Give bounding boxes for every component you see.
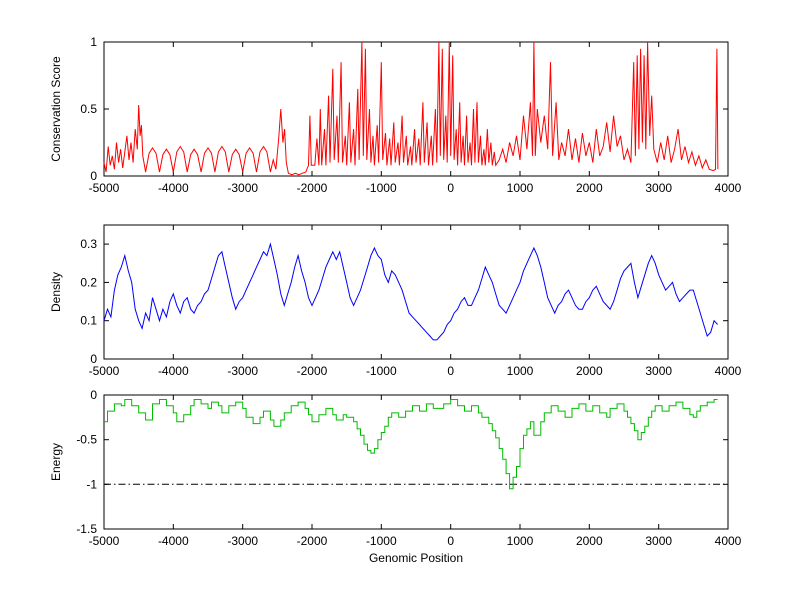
axes-box <box>103 224 729 360</box>
x-tick-label: -2000 <box>297 181 328 195</box>
x-tick-label: 2000 <box>576 181 603 195</box>
x-tick-label: -5000 <box>89 364 120 378</box>
subplot-density: -5000 -4000 -3000 -2000 -1000 0 1000 2000 3000 40… <box>49 224 742 378</box>
y-tick-label: 0 <box>90 169 97 183</box>
y-tick-label: -1 <box>86 477 97 491</box>
x-tick-label: 0 <box>447 181 454 195</box>
x-tick-label: 0 <box>447 534 454 548</box>
y-tick-label: 0.3 <box>80 237 97 251</box>
x-tick-label: -3000 <box>227 181 258 195</box>
x-tick-label: 2000 <box>576 534 603 548</box>
subplot-conservation-score: -5000 -4000 -3000 -2000 -1000 0 1000 2000 3000 40… <box>49 35 742 195</box>
y-axis-label: Energy <box>49 443 63 481</box>
x-tick-label: 1000 <box>507 534 534 548</box>
y-tick-label: 0.2 <box>80 275 97 289</box>
series-density <box>103 242 718 341</box>
x-tick-label: 3000 <box>645 534 672 548</box>
subplot-energy: -5000 -4000 -3000 -2000 -1000 0 1000 2000 3000 40… <box>49 388 742 565</box>
y-tick-label: -1.5 <box>76 522 97 536</box>
x-tick-label: -5000 <box>89 181 120 195</box>
y-tick-label: -0.5 <box>76 433 97 447</box>
x-tick-label: 4000 <box>715 364 742 378</box>
x-tick-label: -4000 <box>158 364 189 378</box>
y-axis-label: Conservation Score <box>49 56 63 162</box>
x-tick-label: -3000 <box>227 534 258 548</box>
x-tick-label: 0 <box>447 364 454 378</box>
axes-box <box>103 394 729 530</box>
series-energy <box>104 399 718 490</box>
y-tick-label: 1 <box>90 35 97 49</box>
y-tick-label: 0.1 <box>80 314 97 328</box>
x-tick-label: -2000 <box>297 364 328 378</box>
x-tick-label: 1000 <box>507 181 534 195</box>
x-tick-label: -4000 <box>158 181 189 195</box>
x-tick-label: -3000 <box>227 364 258 378</box>
x-tick-label: 4000 <box>715 181 742 195</box>
y-tick-label: 0.5 <box>80 102 97 116</box>
x-tick-label: 4000 <box>715 534 742 548</box>
x-tick-label: 3000 <box>645 364 672 378</box>
y-tick-label: 0 <box>90 352 97 366</box>
x-tick-label: -2000 <box>297 534 328 548</box>
x-axis-label: Genomic Position <box>369 551 463 565</box>
x-tick-label: -4000 <box>158 534 189 548</box>
x-tick-label: -1000 <box>366 534 397 548</box>
x-tick-label: -1000 <box>366 181 397 195</box>
x-tick-label: -5000 <box>89 534 120 548</box>
x-tick-label: 1000 <box>507 364 534 378</box>
y-tick-label: 0 <box>90 388 97 402</box>
x-tick-label: 3000 <box>645 181 672 195</box>
x-tick-label: -1000 <box>366 364 397 378</box>
y-axis-label: Density <box>49 272 63 312</box>
x-tick-label: 2000 <box>576 364 603 378</box>
series-conservation-score <box>103 41 719 176</box>
